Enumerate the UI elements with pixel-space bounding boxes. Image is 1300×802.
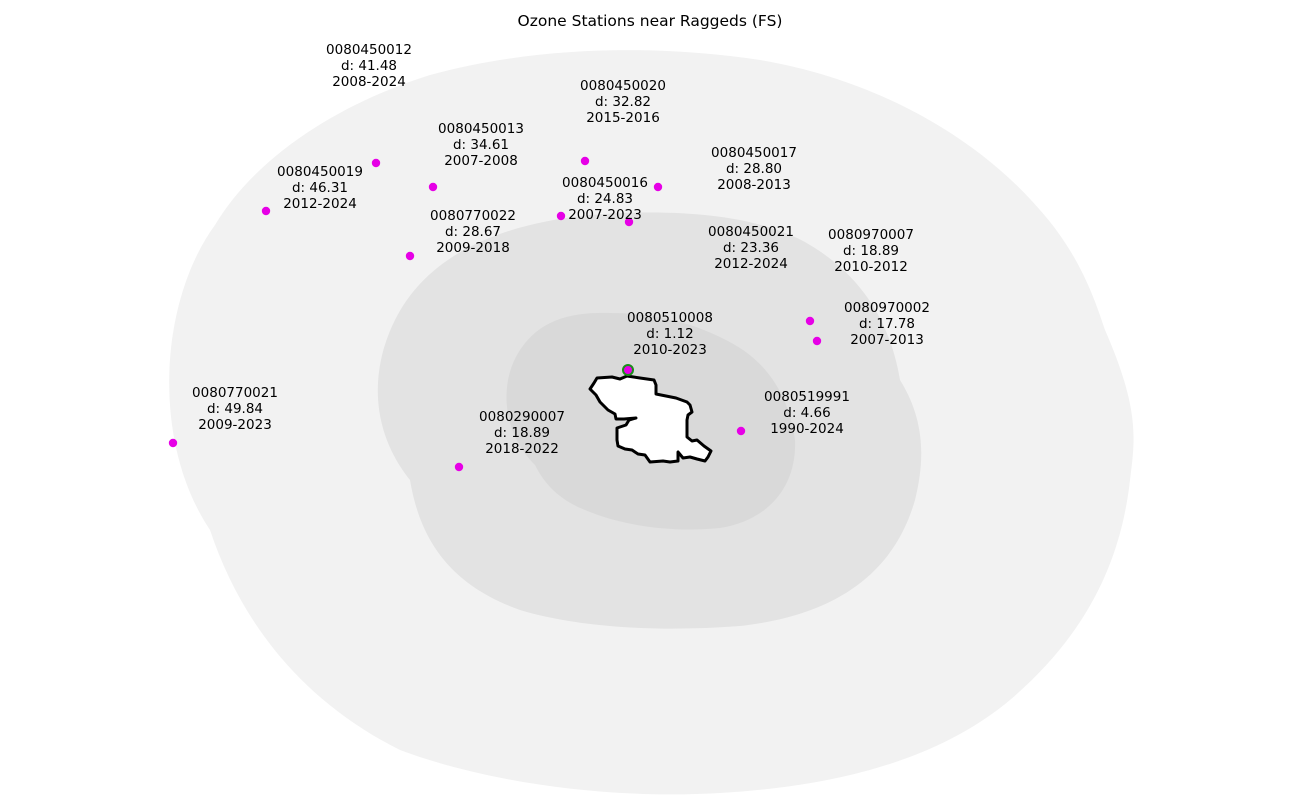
- station-label-id: 0080970002: [844, 300, 930, 316]
- station-marker[interactable]: [405, 251, 415, 261]
- station-marker[interactable]: [556, 211, 566, 221]
- station-markers: [168, 156, 822, 472]
- station-marker[interactable]: [428, 182, 438, 192]
- station-marker[interactable]: [168, 438, 178, 448]
- station-label-id: 0080450012: [326, 42, 412, 58]
- station-label: 0080519991 d: 4.66 1990-2024: [742, 389, 872, 438]
- station-label: 0080290007 d: 18.89 2018-2022: [457, 409, 587, 458]
- station-marker[interactable]: [624, 217, 634, 227]
- station-label-years: 2012-2024: [714, 256, 788, 273]
- station-label: 0080510008 d: 1.12 2010-2023: [605, 310, 735, 359]
- station-label-years: 2008-2024: [332, 74, 406, 91]
- station-label-distance: d: 24.83: [576, 191, 634, 208]
- station-label-distance: d: 1.12: [646, 326, 694, 343]
- nearest-station-marker[interactable]: [622, 364, 634, 376]
- raggeds-area-boundary: [588, 374, 713, 464]
- station-label-id: 0080450013: [438, 121, 524, 137]
- station-label-id: 0080770022: [430, 208, 516, 224]
- station-label: 0080450013 d: 34.61 2007-2008: [416, 121, 546, 170]
- station-label: 0080450016 d: 24.83 2007-2023: [540, 175, 670, 224]
- station-label-id: 0080450021: [708, 224, 794, 240]
- station-label-years: 2009-2023: [198, 417, 272, 434]
- station-label-distance: d: 49.84: [206, 401, 264, 418]
- station-label: 0080450021 d: 23.36 2012-2024: [686, 224, 816, 273]
- station-label-id: 0080450017: [711, 145, 797, 161]
- station-label-distance: d: 4.66: [783, 405, 831, 422]
- station-label-id: 0080290007: [479, 409, 565, 425]
- station-label-distance: d: 18.89: [493, 425, 551, 442]
- station-label-distance: d: 32.82: [594, 94, 652, 111]
- station-label-distance: d: 18.89: [842, 243, 900, 260]
- station-label-id: 0080510008: [627, 310, 713, 326]
- station-label-years: 2012-2024: [283, 196, 357, 213]
- station-marker[interactable]: [580, 156, 590, 166]
- station-label-distance: d: 23.36: [722, 240, 780, 257]
- station-label: 0080450019 d: 46.31 2012-2024: [255, 164, 385, 213]
- station-label-years: 2018-2022: [485, 441, 559, 458]
- station-label: 0080450012 d: 41.48 2008-2024: [304, 42, 434, 91]
- station-label-distance: d: 28.67: [444, 224, 502, 241]
- station-marker[interactable]: [454, 462, 464, 472]
- station-marker[interactable]: [653, 182, 663, 192]
- station-label-id: 0080450016: [562, 175, 648, 191]
- station-label-years: 2010-2012: [834, 259, 908, 276]
- station-label-id: 0080519991: [764, 389, 850, 405]
- station-marker[interactable]: [371, 158, 381, 168]
- station-label: 0080970007 d: 18.89 2010-2012: [806, 227, 936, 276]
- station-marker[interactable]: [736, 426, 746, 436]
- station-marker[interactable]: [812, 336, 822, 346]
- station-label-years: 2007-2013: [850, 332, 924, 349]
- station-label-id: 0080450020: [580, 78, 666, 94]
- station-label-years: 2009-2018: [436, 240, 510, 257]
- station-label-id: 0080970007: [828, 227, 914, 243]
- station-label-years: 2010-2023: [633, 342, 707, 359]
- station-label-distance: d: 41.48: [340, 58, 398, 75]
- station-label-years: 2007-2008: [444, 153, 518, 170]
- station-label: 0080450017 d: 28.80 2008-2013: [689, 145, 819, 194]
- station-label-distance: d: 17.78: [858, 316, 916, 333]
- station-label-years: 2015-2016: [586, 110, 660, 127]
- station-label-distance: d: 34.61: [452, 137, 510, 154]
- station-label-distance: d: 46.31: [291, 180, 349, 197]
- station-label: 0080450020 d: 32.82 2015-2016: [558, 78, 688, 127]
- map-title: Ozone Stations near Raggeds (FS): [517, 12, 783, 30]
- station-label: 0080970002 d: 17.78 2007-2013: [822, 300, 952, 349]
- station-label-id: 0080450019: [277, 164, 363, 180]
- station-label-years: 2007-2023: [568, 207, 642, 224]
- station-label-distance: d: 28.80: [725, 161, 783, 178]
- station-label-years: 1990-2024: [770, 421, 844, 438]
- station-label-years: 2008-2013: [717, 177, 791, 194]
- station-marker[interactable]: [805, 316, 815, 326]
- station-label-id: 0080770021: [192, 385, 278, 401]
- station-label: 0080770021 d: 49.84 2009-2023: [170, 385, 300, 434]
- station-label: 0080770022 d: 28.67 2009-2018: [408, 208, 538, 257]
- station-marker[interactable]: [261, 206, 271, 216]
